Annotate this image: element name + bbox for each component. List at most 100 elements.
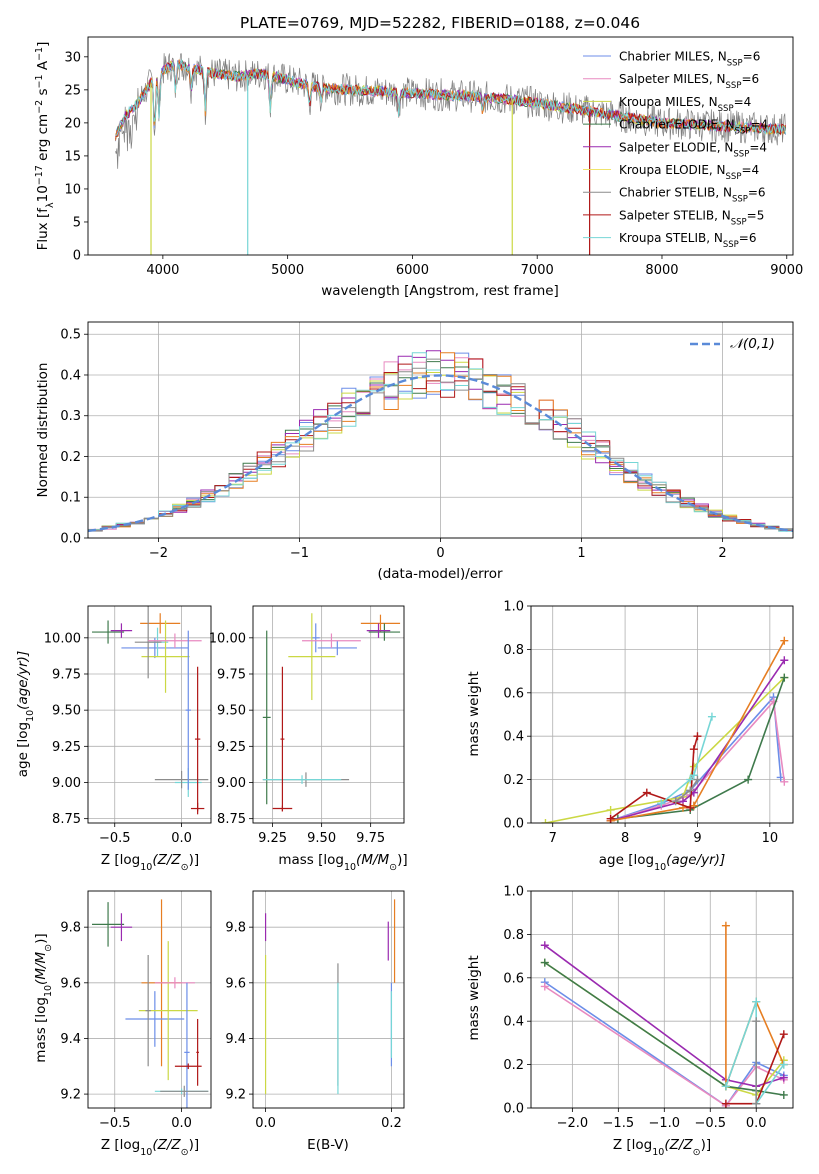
- errorbar-point: [194, 666, 201, 812]
- age_vs_Z-axes: −0.5 0.0 8.75 9.00 9.25 9.50 9.75 10.00: [44, 605, 212, 846]
- x-tick-label: −0.5: [694, 1116, 726, 1131]
- y-tick-label: 9.00: [217, 776, 246, 791]
- y-tick-label: 0.0: [60, 532, 81, 547]
- y-tick-label: 10.00: [209, 631, 246, 646]
- y-tick-label: 9.4: [60, 1032, 81, 1047]
- errorbar-point: [366, 623, 391, 638]
- x-tick-label: 9000: [770, 263, 803, 278]
- x-tick-label: 8000: [645, 263, 678, 278]
- x-tick-label: 7000: [521, 263, 554, 278]
- y-tick-label: 0.6: [503, 971, 524, 986]
- plus-marker: [780, 673, 789, 682]
- plot-area: [92, 606, 209, 815]
- y-tick-label: 0.2: [503, 773, 524, 788]
- y-tick-label: 9.75: [52, 667, 81, 682]
- errorbar-point: [148, 633, 202, 648]
- plot-area: [262, 613, 401, 812]
- x-tick-label: −0.5: [99, 1116, 131, 1131]
- axes-frame: [87, 605, 212, 824]
- errorbar-point: [368, 623, 401, 641]
- plus-marker: [721, 921, 730, 930]
- y-tick-label: 15: [64, 149, 81, 164]
- series-line: [660, 716, 713, 805]
- x-axis-label: Z [log10(Z/Z⊙)]: [613, 1137, 711, 1158]
- errorbar-point: [92, 620, 125, 644]
- x-tick-label: −1: [290, 546, 309, 561]
- plus-marker: [686, 775, 695, 784]
- plot-area: [540, 921, 788, 1108]
- x-tick-label: 9.25: [258, 831, 287, 846]
- plus-marker: [779, 1073, 788, 1082]
- y-tick-label: 0.8: [503, 643, 524, 658]
- y-tick-label: 0.0: [503, 817, 524, 832]
- errorbar-point: [160, 1085, 209, 1097]
- x-tick-label: 9.50: [307, 831, 336, 846]
- series-line: [617, 677, 786, 820]
- y-axis-label: Flux [fλ10−17 erg cm−2 s−1 A−1]: [34, 42, 56, 251]
- spectrum-line: [115, 58, 786, 136]
- plot-area: [115, 53, 786, 255]
- plus-marker: [689, 771, 698, 780]
- errorbar-point: [134, 606, 162, 679]
- x-axis-label: mass [log10(M/M⊙)]: [278, 852, 407, 873]
- errorbar-point: [110, 913, 133, 942]
- y-tick-label: 9.8: [225, 921, 246, 936]
- axes-frame: [252, 890, 405, 1109]
- y-tick-label: 9.25: [217, 740, 246, 755]
- plus-marker: [779, 1030, 788, 1039]
- y-axis-label: age [log10(age/yr)]: [15, 651, 36, 777]
- legend-label: Kroupa ELODIE, NSSP=4: [619, 163, 759, 182]
- y-axis-label: mass weight: [466, 671, 482, 756]
- massweight_vs_Z-axes: −2.0 −1.5 −1.0 −0.5 0.0 0.0 0.2 0.4 0.6 0.8 1.0: [503, 885, 794, 1131]
- y-tick-label: 9.50: [217, 704, 246, 719]
- x-tick-label: 0.0: [171, 1116, 192, 1131]
- series-line: [544, 985, 785, 1107]
- x-tick-label: −2: [149, 546, 168, 561]
- series-line: [610, 659, 785, 822]
- x-tick-label: −1.0: [649, 1116, 681, 1131]
- x-tick-label: 6000: [396, 263, 429, 278]
- plus-marker: [744, 775, 753, 784]
- x-axis-label: Z [log10(Z/Z⊙)]: [101, 1137, 199, 1158]
- y-tick-label: 0.4: [503, 730, 524, 745]
- errorbar-point: [311, 623, 320, 653]
- y-axis-label: mass [log10(M/M⊙)]: [33, 933, 54, 1062]
- legend-label: Chabrier STELIB, NSSP=6: [619, 186, 766, 205]
- errorbar-point: [280, 666, 285, 812]
- plus-marker: [540, 958, 549, 967]
- y-tick-label: 0.8: [503, 928, 524, 943]
- errorbar-point: [145, 954, 151, 1067]
- plus-marker: [693, 775, 702, 784]
- x-tick-label: 10: [762, 831, 779, 846]
- plus-marker: [780, 636, 789, 645]
- x-axis-label: wavelength [Angstrom, rest frame]: [321, 283, 559, 299]
- y-axis-label: Normed distribution: [35, 363, 51, 498]
- plus-marker: [780, 656, 789, 665]
- legend-label: Kroupa STELIB, NSSP=6: [619, 231, 757, 250]
- x-tick-label: 0.0: [171, 831, 192, 846]
- plus-marker: [779, 1060, 788, 1069]
- errorbar-point: [154, 977, 195, 989]
- x-axis-label: Z [log10(Z/Z⊙)]: [101, 852, 199, 873]
- series-line: [544, 944, 785, 1088]
- x-tick-label: 8: [621, 831, 629, 846]
- y-tick-label: 0: [73, 249, 81, 264]
- plus-marker: [686, 803, 695, 812]
- y-tick-label: 1.0: [503, 600, 524, 615]
- mass_vs_Z-axes: −0.5 0.0 9.2 9.4 9.6 9.8: [60, 890, 212, 1131]
- x-axis-label: (data-model)/error: [377, 566, 503, 582]
- legend-label: Salpeter ELODIE, NSSP=4: [619, 140, 767, 159]
- plus-marker: [693, 732, 702, 741]
- y-tick-label: 9.2: [225, 1088, 246, 1103]
- errorbar-point: [154, 770, 209, 789]
- axes-frame: [87, 321, 794, 539]
- plot-area: [88, 350, 793, 533]
- errorbar-point: [288, 613, 336, 701]
- y-tick-label: 9.25: [52, 740, 81, 755]
- y-tick-label: 20: [64, 116, 81, 131]
- y-tick-label: 0.2: [503, 1058, 524, 1073]
- plus-marker: [657, 799, 666, 808]
- residuals-axes: −2 −1 0 1 2 0.0 0.1 0.2 0.3 0.4 0.5: [60, 321, 794, 561]
- errorbar-point: [141, 620, 190, 693]
- y-tick-label: 0.5: [60, 328, 81, 343]
